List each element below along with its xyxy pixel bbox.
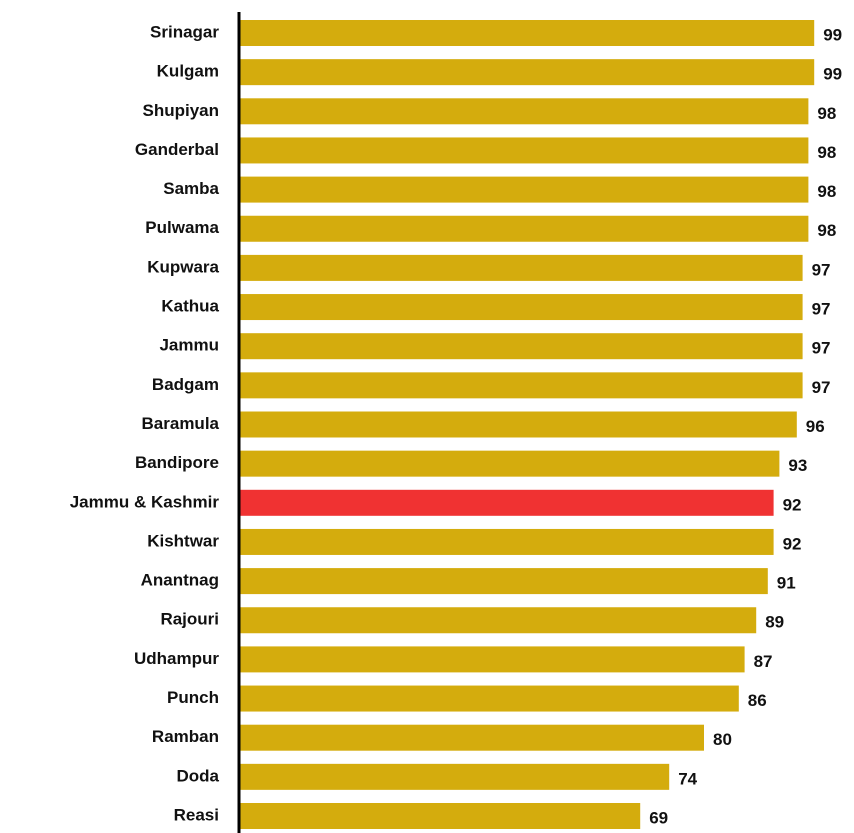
value-label: 97 [812, 260, 831, 279]
value-label: 97 [812, 339, 831, 358]
bar [240, 137, 809, 164]
bar [240, 372, 803, 399]
value-label: 87 [754, 652, 773, 671]
bar [240, 763, 670, 790]
value-label: 96 [806, 417, 825, 436]
y-tick-label: Ganderbal [135, 140, 219, 159]
y-tick-label: Srinagar [150, 22, 219, 41]
y-tick-label: Samba [163, 179, 219, 198]
value-label: 74 [678, 769, 697, 788]
bar [240, 724, 704, 751]
value-label: 99 [823, 25, 842, 44]
bar [240, 803, 641, 829]
y-tick-label: Reasi [174, 805, 219, 824]
y-tick-label: Kishtwar [147, 531, 219, 550]
y-tick-label: Doda [177, 766, 220, 785]
y-tick-label: Jammu & Kashmir [70, 492, 220, 511]
bar [240, 411, 797, 438]
bar [240, 685, 739, 712]
bar [240, 528, 774, 555]
bar [240, 59, 815, 86]
value-label: 99 [823, 65, 842, 84]
value-label: 69 [649, 808, 668, 827]
bar [240, 20, 815, 46]
value-label: 93 [788, 456, 807, 475]
bar [240, 646, 745, 673]
value-label: 86 [748, 691, 767, 710]
value-label: 98 [817, 104, 836, 123]
y-tick-label: Anantnag [141, 571, 219, 590]
bar [240, 333, 803, 360]
y-tick-label: Baramula [142, 414, 220, 433]
bar [240, 489, 774, 516]
y-tick-label: Udhampur [134, 649, 219, 668]
bar [240, 176, 809, 203]
y-tick-label: Badgam [152, 375, 219, 394]
value-label: 97 [812, 378, 831, 397]
bar [240, 568, 768, 595]
y-tick-label: Kulgam [157, 62, 219, 81]
value-label: 98 [817, 182, 836, 201]
value-label: 89 [765, 613, 784, 632]
y-tick-label: Punch [167, 688, 219, 707]
value-label: 92 [783, 495, 802, 514]
value-label: 91 [777, 574, 796, 593]
y-tick-label: Rajouri [160, 610, 219, 629]
bar [240, 215, 809, 242]
value-label: 92 [783, 534, 802, 553]
bar [240, 254, 803, 281]
y-tick-label: Kupwara [147, 257, 219, 276]
value-label: 98 [817, 143, 836, 162]
bar [240, 98, 809, 125]
y-tick-label: Kathua [161, 297, 219, 316]
value-label: 80 [713, 730, 732, 749]
y-tick-label: Shupiyan [142, 101, 219, 120]
bar [240, 607, 757, 634]
y-tick-label: Ramban [152, 727, 219, 746]
value-label: 98 [817, 221, 836, 240]
y-tick-label: Jammu [159, 336, 219, 355]
y-tick-label: Bandipore [135, 453, 219, 472]
bar [240, 450, 780, 477]
bar [240, 294, 803, 321]
y-tick-label: Pulwama [145, 218, 219, 237]
value-label: 97 [812, 300, 831, 319]
